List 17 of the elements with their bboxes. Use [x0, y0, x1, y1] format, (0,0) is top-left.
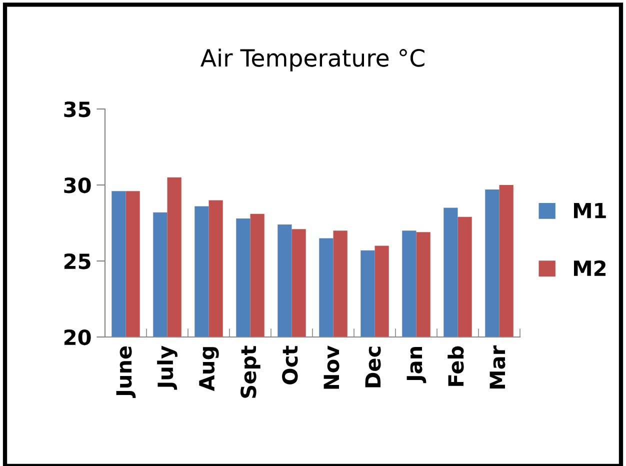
x-tick-label: Nov	[324, 346, 340, 389]
y-tick-label: 20	[64, 329, 91, 346]
y-tick-label: 25	[64, 253, 90, 270]
x-tick-label: Jan	[406, 346, 426, 384]
x-tick-label: Sept	[240, 346, 260, 398]
chart-title: Air Temperature °C	[200, 48, 424, 72]
y-tick-label: 30	[64, 177, 91, 194]
x-tick-label: Dec	[365, 346, 381, 388]
x-tick-label: Oct	[282, 346, 298, 384]
y-tick-label: 35	[64, 101, 90, 118]
legend-label: M1	[574, 202, 606, 218]
x-tick-label: Mar	[490, 345, 506, 388]
x-tick-label: June	[116, 346, 136, 398]
x-tick-label: Feb	[448, 346, 464, 386]
x-tick-label: Aug	[199, 347, 219, 392]
x-tick-label: July	[157, 346, 178, 390]
legend-label: M2	[574, 260, 606, 276]
